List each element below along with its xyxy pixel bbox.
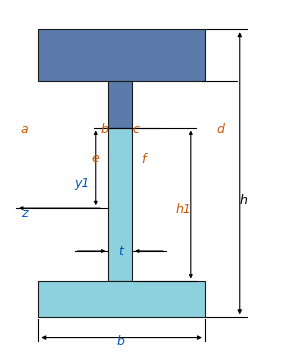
Text: d: d <box>216 123 224 136</box>
Text: f: f <box>141 153 146 166</box>
Text: z: z <box>21 207 28 220</box>
Text: h1: h1 <box>176 204 192 216</box>
Text: b: b <box>117 335 125 348</box>
Text: e: e <box>92 151 100 164</box>
Bar <box>108 128 132 281</box>
Bar <box>38 281 205 317</box>
Text: t: t <box>118 244 123 257</box>
Text: y1: y1 <box>74 177 89 190</box>
Bar <box>108 81 132 128</box>
Text: c: c <box>133 123 140 136</box>
Text: a: a <box>21 123 28 136</box>
Text: b: b <box>100 123 108 136</box>
Bar <box>38 29 205 81</box>
Text: h: h <box>240 195 248 208</box>
